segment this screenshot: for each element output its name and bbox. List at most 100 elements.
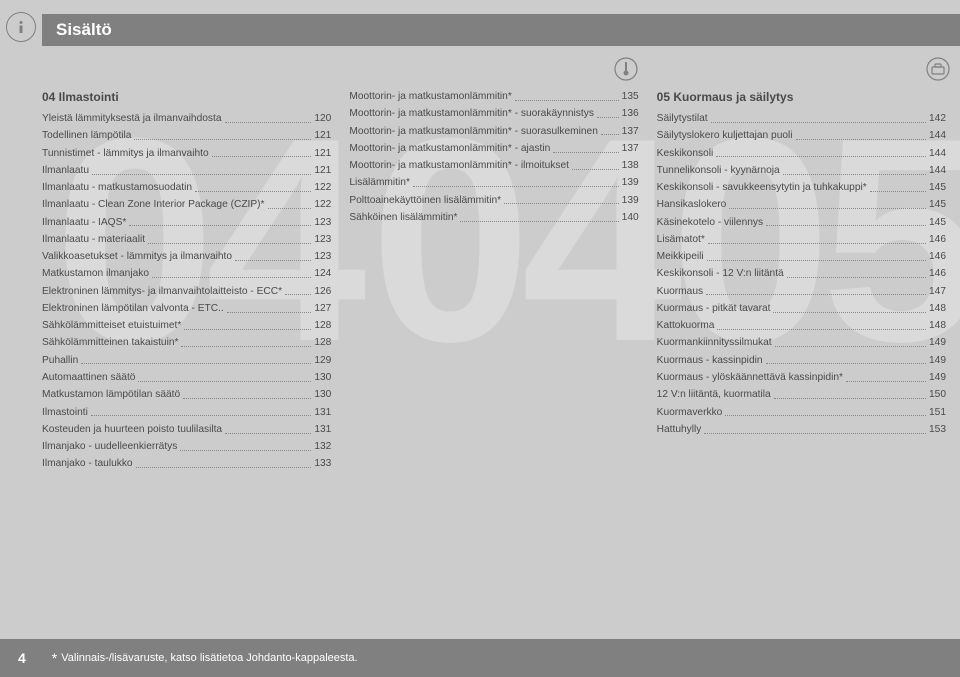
toc-dots — [870, 191, 926, 192]
toc-dots — [846, 381, 926, 382]
page-number: 4 — [18, 650, 26, 666]
toc-row: Ilmastointi131 — [42, 406, 331, 420]
toc-label: Meikkipeili — [657, 250, 704, 264]
toc-label: Elektroninen lämmitys- ja ilmanvaihtolai… — [42, 285, 282, 299]
footnote-star: * — [52, 650, 57, 666]
toc-dots — [774, 398, 926, 399]
toc-page: 145 — [929, 198, 946, 212]
footnote-text: Valinnais-/lisävaruste, katso lisätietoa… — [61, 652, 357, 664]
toc-page: 121 — [314, 129, 331, 143]
toc-page: 139 — [622, 194, 639, 208]
toc-page: 136 — [622, 107, 639, 121]
toc-dots — [553, 152, 618, 153]
toc-row: Todellinen lämpötila 121 — [42, 129, 331, 143]
toc-row: Polttoainekäyttöinen lisälämmitin* 139 — [349, 194, 638, 208]
toc-label: Sähköinen lisälämmitin* — [349, 211, 457, 225]
toc-page: 121 — [314, 164, 331, 178]
toc-dots — [711, 122, 926, 123]
toc-dots — [706, 294, 926, 295]
toc-page: 139 — [622, 176, 639, 190]
toc-label: Valikkoasetukset - lämmitys ja ilmanvaih… — [42, 250, 232, 264]
toc-row: Säilytyslokero kuljettajan puoli144 — [657, 129, 946, 143]
toc-dots — [572, 169, 619, 170]
toc-label: Polttoainekäyttöinen lisälämmitin* — [349, 194, 501, 208]
toc-dots — [787, 277, 926, 278]
toc-label: Moottorin- ja matkustamonlämmitin* - ilm… — [349, 159, 569, 173]
toc-dots — [92, 174, 311, 175]
toc-row: Meikkipeili146 — [657, 250, 946, 264]
toc-columns: 04 Ilmastointi Yleistä lämmityksestä ja … — [42, 90, 946, 475]
toc-row: Ilmanlaatu - Clean Zone Interior Package… — [42, 198, 331, 212]
toc-label: Kuormaus — [657, 285, 703, 299]
toc-dots — [773, 312, 926, 313]
toc-label: Matkustamon ilmanjako — [42, 267, 149, 281]
toc-label: Säilytyslokero kuljettajan puoli — [657, 129, 793, 143]
toc-label: Elektroninen lämpötilan valvonta - ETC.. — [42, 302, 224, 316]
toc-row: Kuormaus - ylöskäännettävä kassinpidin*1… — [657, 371, 946, 385]
toc-row: Sähkölämmitteinen takaistuin*128 — [42, 336, 331, 350]
toc-column-2: Moottorin- ja matkustamonlämmitin*135 Moo… — [349, 90, 638, 475]
toc-label: Ilmanlaatu - IAQS* — [42, 216, 126, 230]
toc-dots — [148, 243, 311, 244]
toc-dots — [716, 156, 926, 157]
toc-dots — [180, 450, 311, 451]
toc-dots — [601, 134, 619, 135]
toc-page: 130 — [314, 371, 331, 385]
toc-row: Kuormaus - pitkät tavarat148 — [657, 302, 946, 316]
toc-dots — [212, 156, 312, 157]
toc-dots — [504, 203, 619, 204]
toc-row: Ilmanlaatu - materiaalit123 — [42, 233, 331, 247]
toc-dots — [717, 329, 926, 330]
toc-page: 137 — [622, 125, 639, 139]
toc-row: Matkustamon lämpötilan säätö130 — [42, 388, 331, 402]
toc-page: 142 — [929, 112, 946, 126]
info-icon — [6, 12, 36, 42]
toc-row: Puhallin129 — [42, 354, 331, 368]
toc-label: Keskikonsoli - 12 V:n liitäntä — [657, 267, 784, 281]
section-heading-1: 04 Ilmastointi — [42, 90, 331, 104]
toc-row: Moottorin- ja matkustamonlämmitin* - aja… — [349, 142, 638, 156]
toc-row: Kuormaus147 — [657, 285, 946, 299]
thermometer-icon — [613, 56, 639, 82]
toc-page: 131 — [314, 423, 331, 437]
toc-page: 137 — [622, 142, 639, 156]
toc-dots — [225, 433, 311, 434]
footer-bar: 4 * Valinnais-/lisävaruste, katso lisäti… — [0, 639, 960, 677]
toc-dots — [704, 433, 926, 434]
toc-dots — [184, 329, 311, 330]
toc-dots — [413, 186, 619, 187]
toc-page: 140 — [622, 211, 639, 225]
toc-page: 138 — [622, 159, 639, 173]
toc-row: Tunnelikonsoli - kyynärnoja144 — [657, 164, 946, 178]
toc-dots — [775, 346, 926, 347]
toc-page: 121 — [314, 147, 331, 161]
toc-page: 127 — [314, 302, 331, 316]
toc-dots — [235, 260, 311, 261]
toc-row: Tunnistimet - lämmitys ja ilmanvaihto121 — [42, 147, 331, 161]
toc-dots — [597, 117, 619, 118]
toc-page: 122 — [314, 181, 331, 195]
toc-label: Yleistä lämmityksestä ja ilmanvaihdosta — [42, 112, 222, 126]
toc-label: Ilmanlaatu — [42, 164, 89, 178]
toc-row: Moottorin- ja matkustamonlämmitin* - suo… — [349, 125, 638, 139]
toc-row: Elektroninen lämmitys- ja ilmanvaihtolai… — [42, 285, 331, 299]
toc-dots — [181, 346, 311, 347]
toc-dots — [268, 208, 312, 209]
toc-row: Lisämatot*146 — [657, 233, 946, 247]
toc-page: 132 — [314, 440, 331, 454]
toc-row: Ilmanjako - taulukko133 — [42, 457, 331, 471]
toc-row: Moottorin- ja matkustamonlämmitin*135 — [349, 90, 638, 104]
section-heading-3: 05 Kuormaus ja säilytys — [657, 90, 946, 104]
toc-page: 133 — [314, 457, 331, 471]
toc-label: Todellinen lämpötila — [42, 129, 131, 143]
toc-row: Sähköinen lisälämmitin* 140 — [349, 211, 638, 225]
toc-page: 149 — [929, 354, 946, 368]
toc-dots — [766, 363, 926, 364]
toc-page: 144 — [929, 164, 946, 178]
toc-dots — [134, 139, 311, 140]
toc-page: 145 — [929, 181, 946, 195]
toc-page: 131 — [314, 406, 331, 420]
toc-dots — [136, 467, 312, 468]
toc-label: Ilmanlaatu - materiaalit — [42, 233, 145, 247]
toc-page: 123 — [314, 250, 331, 264]
